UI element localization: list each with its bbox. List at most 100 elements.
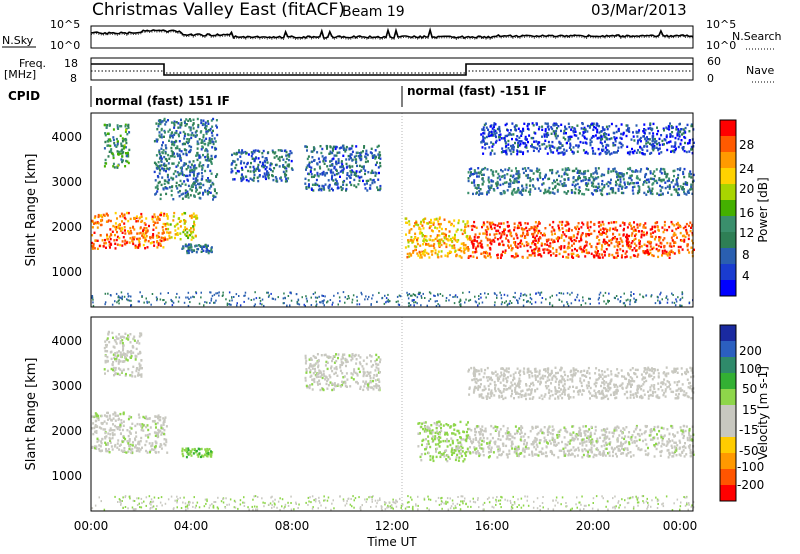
heatmap-cell-band-4 bbox=[203, 139, 206, 142]
heatmap-cell-band-8 bbox=[521, 256, 524, 259]
heatmap-cell-band-9 bbox=[524, 189, 527, 192]
heatmap-cell-band-9 bbox=[572, 180, 575, 184]
heatmap-cell-band-10 bbox=[493, 128, 496, 132]
heatmap-cell-band-8 bbox=[471, 251, 474, 254]
heatmap-cell-band-5 bbox=[287, 154, 290, 157]
heatmap-cell-band-4 bbox=[189, 194, 192, 197]
heatmap-cell-band-10 bbox=[526, 127, 529, 130]
heatmap-cell-near-range bbox=[603, 300, 605, 303]
heatmap-cell-band-6 bbox=[320, 187, 323, 191]
heatmap-cell-band-4 bbox=[198, 191, 201, 195]
heatmap-cell-band-6 bbox=[350, 153, 353, 156]
heatmap-cell-band-7 bbox=[407, 241, 410, 244]
heatmap-cell-band-8 bbox=[670, 220, 673, 224]
heatmap-cell-band-4 bbox=[190, 145, 193, 149]
heatmap-cell-band-4 bbox=[213, 137, 216, 140]
heatmap-cell-band-0 bbox=[162, 423, 165, 426]
heatmap-cell-band-4 bbox=[192, 172, 195, 175]
heatmap-cell-band-6 bbox=[358, 164, 361, 168]
heatmap-cell-band-8 bbox=[631, 240, 634, 243]
heatmap-cell-band-9 bbox=[686, 191, 689, 194]
heatmap-cell-band-8 bbox=[489, 247, 492, 250]
heatmap-cell-band-4 bbox=[162, 168, 165, 171]
heatmap-cell-band-10 bbox=[612, 141, 615, 145]
heatmap-cell-near-range bbox=[514, 291, 516, 294]
heatmap-cell-near-range bbox=[549, 301, 551, 304]
heatmap-cell-near-range bbox=[654, 302, 657, 305]
heatmap-cell-near-range bbox=[456, 296, 459, 299]
heatmap-cell-band-2 bbox=[182, 454, 185, 458]
heatmap-cell-band-0 bbox=[163, 429, 166, 432]
heatmap-cell-near-range bbox=[439, 293, 442, 295]
heatmap-cell-band-6 bbox=[364, 169, 367, 172]
heatmap-cell-band-8 bbox=[480, 252, 483, 255]
heatmap-cell-band-1 bbox=[117, 153, 120, 156]
heatmap-cell-band-6 bbox=[372, 154, 375, 158]
heatmap-cell-near-range bbox=[130, 299, 132, 302]
heatmap-cell-band-10 bbox=[590, 123, 592, 126]
heatmap-cell-band-6 bbox=[342, 183, 345, 186]
heatmap-cell-band-8 bbox=[565, 229, 568, 232]
heatmap-cell-band-7 bbox=[422, 253, 425, 256]
heatmap-cell-band-7 bbox=[425, 242, 427, 246]
heatmap-cell-band-0 bbox=[116, 230, 118, 234]
heatmap-cell-band-7 bbox=[435, 217, 438, 221]
heatmap-cell-near-range bbox=[104, 292, 107, 295]
heatmap-cell-band-1 bbox=[126, 354, 129, 357]
heatmap-cell-band-4 bbox=[178, 140, 181, 143]
heatmap-cell-band-10 bbox=[484, 143, 486, 146]
heatmap-cell-band-10 bbox=[499, 135, 501, 139]
heatmap-cell-band-1 bbox=[121, 140, 124, 143]
heatmap-cell-band-2 bbox=[196, 453, 199, 456]
heatmap-cell-band-2 bbox=[166, 215, 169, 218]
heatmap-cell-band-4 bbox=[156, 140, 159, 143]
heatmap-cell-band-6 bbox=[345, 187, 348, 191]
heatmap-cell-band-6 bbox=[376, 145, 379, 149]
heatmap-cell-band-5 bbox=[282, 170, 285, 174]
heatmap-cell-band-10 bbox=[615, 124, 618, 128]
heatmap-cell-band-10 bbox=[556, 127, 558, 130]
heatmap-cell-band-4 bbox=[179, 166, 182, 170]
heatmap-cell-band-10 bbox=[579, 140, 582, 144]
heatmap-cell-band-6 bbox=[304, 145, 307, 148]
heatmap-cell-band-0 bbox=[162, 432, 165, 436]
heatmap-cell-band-10 bbox=[676, 132, 679, 135]
heatmap-cell-band-0 bbox=[97, 213, 100, 217]
heatmap-cell-band-1 bbox=[103, 147, 106, 150]
heatmap-cell-band-1 bbox=[121, 144, 124, 148]
heatmap-cell-band-9 bbox=[601, 187, 604, 190]
heatmap-cell-band-1 bbox=[123, 360, 126, 363]
heatmap-cell-band-1 bbox=[109, 149, 112, 152]
heatmap-cell-near-range bbox=[500, 294, 502, 297]
heatmap-cell-near-range bbox=[150, 303, 152, 306]
heatmap-cell-band-8 bbox=[593, 222, 596, 226]
heatmap-cell-band-8 bbox=[642, 224, 645, 227]
heatmap-cell-band-8 bbox=[526, 229, 529, 233]
heatmap-cell-band-4 bbox=[164, 144, 167, 147]
heatmap-cell-band-10 bbox=[570, 148, 572, 151]
heatmap-cell-band-4 bbox=[212, 141, 215, 144]
heatmap-cell-band-0 bbox=[156, 236, 159, 239]
heatmap-cell-band-3 bbox=[207, 244, 209, 247]
heatmap-cell-band-8 bbox=[589, 220, 592, 224]
heatmap-cell-band-1 bbox=[114, 358, 116, 361]
heatmap-cell-band-4 bbox=[172, 162, 175, 165]
heatmap-cell-band-1 bbox=[106, 144, 109, 147]
heatmap-cell-band-4 bbox=[160, 136, 163, 139]
power-heatmap bbox=[91, 117, 695, 307]
heatmap-cell-band-4 bbox=[159, 193, 162, 196]
heatmap-cell-band-0 bbox=[101, 216, 104, 219]
heatmap-cell-band-8 bbox=[573, 238, 576, 242]
heatmap-cell-band-9 bbox=[488, 181, 491, 184]
heatmap-cell-band-9 bbox=[521, 193, 524, 196]
heatmap-cell-band-1 bbox=[140, 375, 143, 378]
heatmap-cell-band-3 bbox=[188, 243, 190, 246]
heatmap-cell-band-8 bbox=[618, 241, 621, 244]
heatmap-cell-band-5 bbox=[242, 151, 245, 154]
heatmap-cell-band-7 bbox=[460, 250, 463, 253]
heatmap-cell-band-8 bbox=[555, 237, 558, 240]
heatmap-cell-band-9 bbox=[574, 183, 577, 187]
heatmap-cell-band-0 bbox=[113, 411, 116, 414]
heatmap-cell-band-4 bbox=[188, 160, 191, 163]
heatmap-cell-band-4 bbox=[209, 191, 212, 194]
